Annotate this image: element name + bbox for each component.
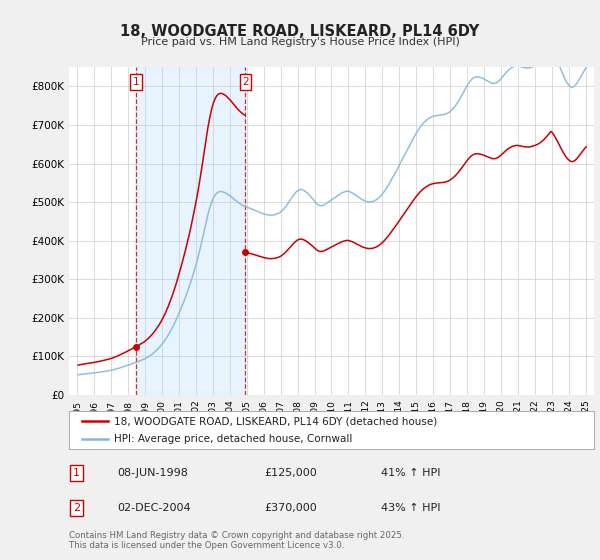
Text: 08-JUN-1998: 08-JUN-1998: [117, 468, 188, 478]
Text: 18, WOODGATE ROAD, LISKEARD, PL14 6DY: 18, WOODGATE ROAD, LISKEARD, PL14 6DY: [121, 24, 479, 39]
Text: £370,000: £370,000: [264, 503, 317, 513]
Bar: [136, 67, 245, 395]
Text: 43% ↑ HPI: 43% ↑ HPI: [381, 503, 440, 513]
Text: Price paid vs. HM Land Registry's House Price Index (HPI): Price paid vs. HM Land Registry's House …: [140, 37, 460, 47]
Text: 2: 2: [73, 503, 80, 513]
Text: HPI: Average price, detached house, Cornwall: HPI: Average price, detached house, Corn…: [113, 434, 352, 444]
Text: £125,000: £125,000: [264, 468, 317, 478]
Text: 02-DEC-2004: 02-DEC-2004: [117, 503, 191, 513]
Text: 2: 2: [242, 77, 249, 87]
Text: 18, WOODGATE ROAD, LISKEARD, PL14 6DY (detached house): 18, WOODGATE ROAD, LISKEARD, PL14 6DY (d…: [113, 416, 437, 426]
Text: 1: 1: [133, 77, 139, 87]
Text: 1: 1: [73, 468, 80, 478]
Text: 41% ↑ HPI: 41% ↑ HPI: [381, 468, 440, 478]
Text: Contains HM Land Registry data © Crown copyright and database right 2025.
This d: Contains HM Land Registry data © Crown c…: [69, 530, 404, 550]
